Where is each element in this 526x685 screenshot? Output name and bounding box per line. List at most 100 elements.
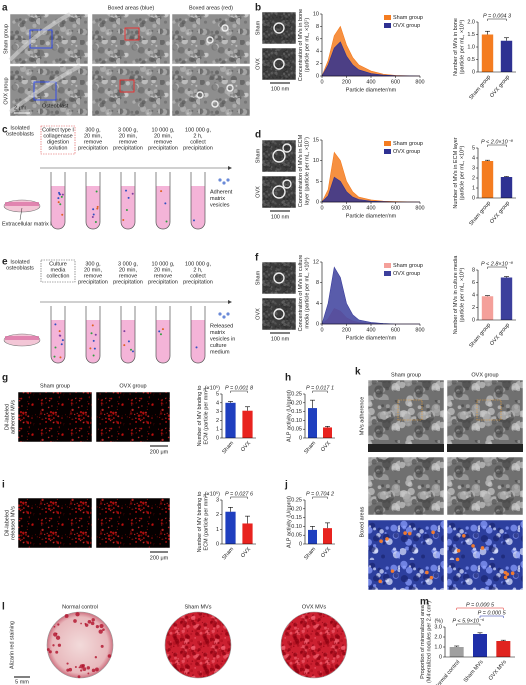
mv-dot: [456, 548, 461, 553]
bar: [449, 647, 464, 657]
vesicle: [272, 149, 286, 163]
legend-swatch: [384, 141, 391, 146]
nodule: [94, 667, 99, 672]
box-orange: [397, 399, 423, 421]
vesicle: [206, 36, 214, 44]
y-tick-label: 0.15: [291, 515, 302, 521]
significance-bracket: [456, 607, 504, 610]
image: [261, 261, 297, 295]
mv-dot: [429, 575, 434, 580]
particle: [54, 323, 57, 326]
x-tick-label: Sham group: [468, 200, 492, 227]
y-axis-label: Concentration of MVs in culture: [298, 255, 304, 332]
y-tick-label: 8: [316, 24, 319, 30]
y-axis-label: Number of MV binding to: [197, 386, 203, 447]
label: DiI-labeled: [4, 404, 10, 430]
legend-swatch: [384, 263, 391, 268]
particle: [61, 193, 64, 196]
box-red: [124, 27, 140, 41]
label: OVX group: [119, 383, 146, 389]
y-tick-label: 0: [439, 654, 442, 660]
legend-swatch: [384, 15, 391, 20]
y-axis-label: ECM (particle per mm²): [203, 387, 209, 444]
nodule: [98, 629, 103, 634]
tube-liquid: [156, 320, 170, 363]
label: 2 h,: [193, 267, 203, 273]
tube: [85, 306, 101, 364]
label: 100 nm: [271, 214, 290, 220]
tube: [190, 172, 206, 230]
y-tick-label: 4: [472, 292, 475, 298]
vesicle-icon: [222, 315, 226, 319]
particle: [92, 339, 95, 342]
legend-label: OVX group: [393, 23, 420, 29]
area: [321, 176, 420, 203]
nodule: [74, 666, 77, 669]
significance-bracket: [456, 623, 481, 626]
label: Boxed areas: [359, 506, 365, 537]
p-value: P = 0.000 5: [478, 610, 507, 616]
panel-letter: j: [284, 480, 288, 491]
x-tick-label: 200: [342, 79, 351, 85]
label: precipitation: [113, 279, 143, 285]
y-tick-label: 1: [216, 427, 219, 433]
label: adherent MVs: [10, 400, 16, 434]
bar: [225, 511, 236, 544]
particle: [93, 347, 96, 350]
label: 100 000 g,: [185, 127, 211, 133]
vesicle: [273, 58, 285, 70]
label: Collect type I: [42, 127, 74, 133]
vesicle: [273, 272, 285, 284]
particle: [89, 347, 92, 350]
particle: [92, 213, 95, 216]
nodule: [53, 625, 56, 628]
arrow-head: [228, 166, 232, 170]
y-tick-label: 0.25: [291, 391, 302, 397]
info-bar: [368, 444, 444, 452]
tube-liquid: [51, 320, 65, 363]
label: Boxed areas (red): [189, 5, 233, 11]
y-axis-label: (particle per mL, ×10⁸): [458, 267, 465, 322]
bone-edge: [8, 12, 71, 62]
x-tick-label: 600: [391, 327, 400, 333]
p-value: P < 2.8×10⁻⁸: [481, 260, 514, 267]
panel-letter: d: [255, 130, 261, 141]
label: remove: [119, 139, 137, 145]
y-tick-label: 4: [472, 155, 475, 161]
vesicle: [211, 100, 219, 108]
label: vesicles in: [210, 336, 235, 342]
label: OVX MVs: [302, 604, 326, 610]
label: osteoblasts: [6, 131, 34, 137]
image: [261, 175, 297, 209]
x-tick-label: OVX group: [489, 322, 511, 347]
y-tick-label: 4: [216, 400, 219, 406]
particle: [165, 220, 168, 223]
y-axis-label: Concentration of MVs in bone: [298, 9, 304, 81]
nodule: [46, 648, 50, 651]
panel-letter: i: [2, 480, 5, 491]
y-tick-label: 2.0: [434, 634, 442, 640]
y-tick-label: 1.5: [467, 32, 475, 38]
bone-edge: [8, 64, 81, 114]
x-tick-label: OVX: [240, 546, 252, 559]
label: 100 000 g,: [185, 261, 211, 267]
y-axis-label: layer (particle per mL, ×10⁷): [303, 137, 310, 205]
label: collect: [190, 273, 206, 279]
nodule: [73, 619, 77, 623]
label: 10 000 g,: [152, 261, 175, 267]
x-tick-label: OVX: [320, 546, 332, 559]
vesicle: [226, 84, 234, 92]
label: 20 min,: [84, 133, 103, 139]
p-value: P = 0.004 3: [483, 13, 512, 19]
nodule: [66, 662, 69, 665]
mv-dot: [480, 546, 485, 550]
x-tick-label: OVX: [320, 440, 332, 453]
bar: [500, 40, 513, 72]
label: Sham: [255, 148, 261, 163]
label: 100 nm: [271, 336, 290, 342]
image: [261, 139, 297, 173]
label: 20 min,: [84, 267, 103, 273]
box-red: [119, 79, 135, 93]
bar: [323, 427, 332, 438]
